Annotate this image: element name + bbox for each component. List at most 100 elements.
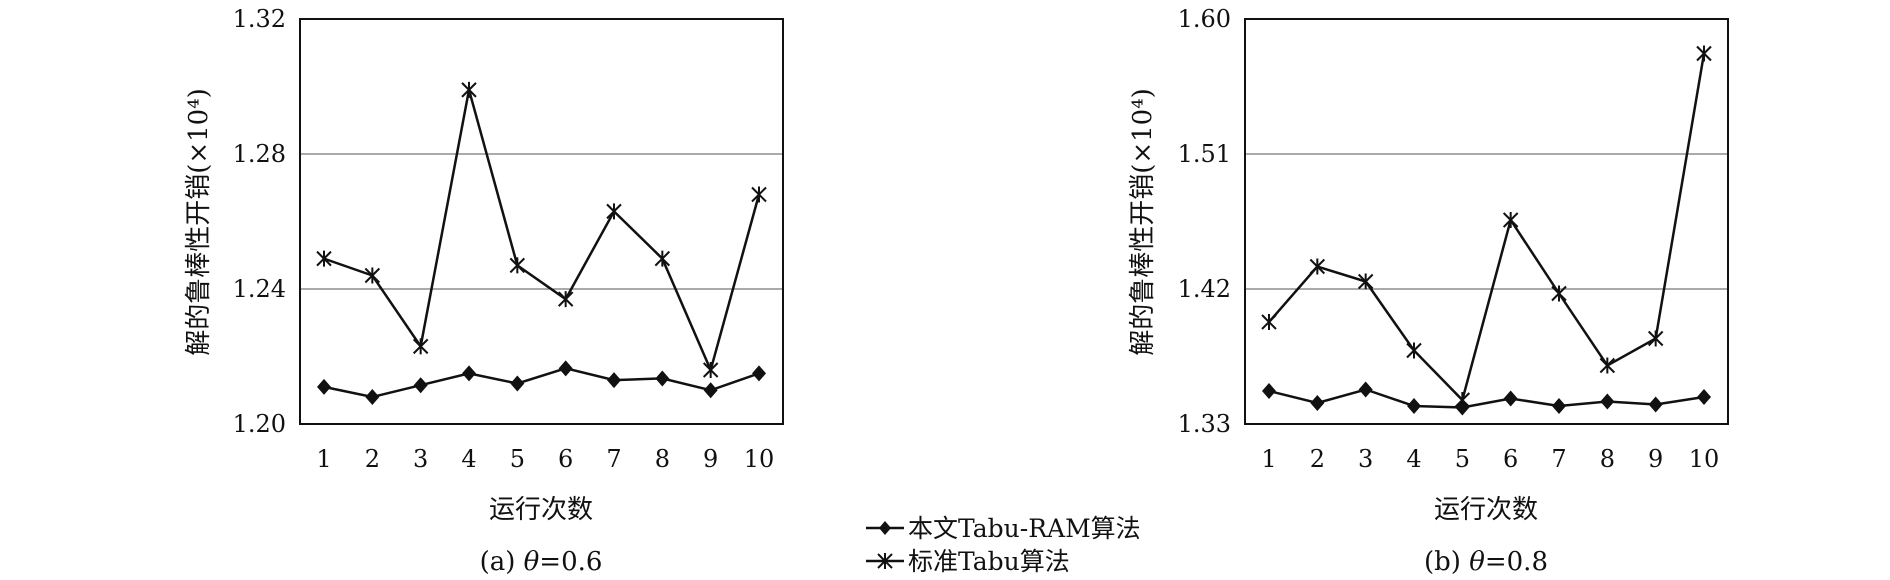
data-point-tabu-ram (1310, 395, 1325, 411)
y-axis-title-b: 解的鲁棒性开销(×10⁴) (1128, 88, 1158, 356)
x-tick-label: 7 (606, 445, 621, 473)
data-point-tabu-ram (1552, 398, 1566, 414)
data-point-tabu-ram (1697, 389, 1711, 405)
x-tick-label: 4 (1406, 445, 1421, 473)
data-point-tabu-ram (1262, 383, 1276, 399)
y-tick-label: 1.24 (233, 275, 286, 303)
x-tick-label: 5 (510, 445, 525, 473)
data-point-standard-tabu (1502, 212, 1519, 228)
y-tick-label: 1.32 (233, 5, 286, 33)
data-point-standard-tabu (557, 291, 574, 308)
x-tick-label: 9 (1648, 445, 1663, 473)
data-point-tabu-ram (365, 389, 380, 405)
panel-caption-a: (a) θ=0.6 (480, 547, 603, 577)
data-point-tabu-ram (1648, 396, 1663, 413)
x-tick-label: 6 (558, 445, 573, 473)
data-point-standard-tabu (702, 362, 719, 378)
legend-label-tabu-ram: 本文Tabu-RAM算法 (908, 514, 1141, 543)
y-tick-label: 1.28 (233, 140, 286, 168)
x-tick-label: 8 (1600, 445, 1615, 473)
legend: 本文Tabu-RAM算法 标准Tabu算法 (866, 514, 1141, 576)
x-tick-label: 3 (1358, 445, 1373, 473)
data-point-standard-tabu (1599, 357, 1616, 374)
x-axis-title-a: 运行次数 (489, 495, 593, 525)
plot-frame-a (299, 18, 784, 425)
y-tick-label: 1.60 (1178, 5, 1231, 33)
y-tick-label: 1.51 (1178, 140, 1231, 168)
series-group-b (1261, 45, 1712, 416)
legend-entry-standard-tabu: 标准Tabu算法 (866, 547, 1070, 576)
legend-entry-tabu-ram: 本文Tabu-RAM算法 (866, 514, 1141, 543)
data-point-tabu-ram (510, 375, 525, 392)
data-point-standard-tabu (1454, 392, 1471, 408)
gridlines-b (1245, 153, 1728, 290)
data-point-tabu-ram (607, 372, 621, 389)
legend-asterisk-marker (877, 553, 893, 569)
data-point-tabu-ram (1358, 381, 1373, 398)
x-tick-label: 4 (461, 445, 476, 473)
x-tick-label: 1 (1261, 445, 1276, 473)
x-tick-labels-a: 1 2 3 4 5 6 7 8 9 10 (316, 445, 774, 473)
data-point-standard-tabu (412, 338, 429, 355)
data-point-standard-tabu (1647, 330, 1664, 347)
x-tick-label: 9 (703, 445, 718, 473)
data-point-tabu-ram (703, 382, 718, 399)
legend-label-standard-tabu: 标准Tabu算法 (908, 547, 1070, 576)
data-point-standard-tabu (316, 250, 332, 267)
y-tick-labels-b: 1.33 1.42 1.51 1.60 (1178, 5, 1231, 438)
legend-diamond-marker (879, 521, 891, 535)
data-point-tabu-ram (317, 378, 331, 395)
caption-value-a: =0.6 (539, 547, 602, 577)
data-point-tabu-ram (413, 377, 428, 394)
series-line-tabu-ram (323, 367, 760, 399)
series-line-standard-tabu (323, 89, 761, 374)
y-tick-label: 1.20 (233, 410, 286, 438)
data-point-tabu-ram (558, 360, 573, 377)
data-point-tabu-ram (462, 365, 476, 382)
chart-panel-b: 1.33 1.42 1.51 1.60 1 2 3 4 5 6 7 8 9 10 解的鲁棒性开销(×10… (1128, 5, 1729, 577)
caption-theta-a: θ (524, 547, 540, 577)
data-point-standard-tabu (1357, 273, 1374, 290)
panel-caption-b: (b) θ=0.8 (1424, 547, 1548, 577)
series-group-a (316, 81, 767, 405)
data-point-standard-tabu (654, 250, 671, 267)
y-tick-label: 1.42 (1178, 275, 1231, 303)
data-point-tabu-ram (655, 370, 670, 387)
data-point-standard-tabu (461, 81, 477, 98)
caption-label-b: (b) (1424, 547, 1469, 577)
data-point-tabu-ram (1600, 393, 1615, 410)
x-tick-label: 2 (365, 445, 380, 473)
data-point-standard-tabu (751, 186, 767, 203)
data-point-standard-tabu (1551, 285, 1567, 302)
x-tick-label: 10 (744, 445, 775, 473)
data-point-standard-tabu (364, 267, 381, 284)
data-point-standard-tabu (606, 203, 622, 220)
y-axis-title-a: 解的鲁棒性开销(×10⁴) (184, 88, 214, 356)
x-tick-label: 10 (1689, 445, 1720, 473)
series-line-standard-tabu (1268, 53, 1706, 403)
y-tick-label: 1.33 (1178, 410, 1231, 438)
caption-value-b: =0.8 (1485, 547, 1548, 577)
data-point-standard-tabu (1406, 342, 1422, 359)
x-tick-label: 6 (1503, 445, 1518, 473)
data-point-standard-tabu (1696, 45, 1712, 62)
chart-panel-a: 1.20 1.24 1.28 1.32 1 2 3 4 5 6 7 8 9 10 解的鲁棒性开销(×10… (184, 5, 784, 577)
x-tick-label: 5 (1455, 445, 1470, 473)
x-tick-label: 2 (1310, 445, 1325, 473)
x-tick-labels-b: 1 2 3 4 5 6 7 8 9 10 (1261, 445, 1719, 473)
caption-label-a: (a) (480, 547, 524, 577)
series-line-tabu-ram (1268, 388, 1705, 409)
x-tick-label: 3 (413, 445, 428, 473)
data-point-tabu-ram (1503, 390, 1518, 407)
x-tick-label: 8 (655, 445, 670, 473)
data-point-standard-tabu (1261, 314, 1277, 330)
x-tick-label: 7 (1551, 445, 1566, 473)
data-point-standard-tabu (1309, 258, 1326, 275)
x-axis-title-b: 运行次数 (1434, 495, 1538, 525)
caption-theta-b: θ (1469, 547, 1485, 577)
data-point-tabu-ram (752, 365, 766, 382)
plot-frame-b (1244, 18, 1729, 425)
y-tick-labels-a: 1.20 1.24 1.28 1.32 (233, 5, 286, 438)
data-point-standard-tabu (509, 257, 526, 274)
